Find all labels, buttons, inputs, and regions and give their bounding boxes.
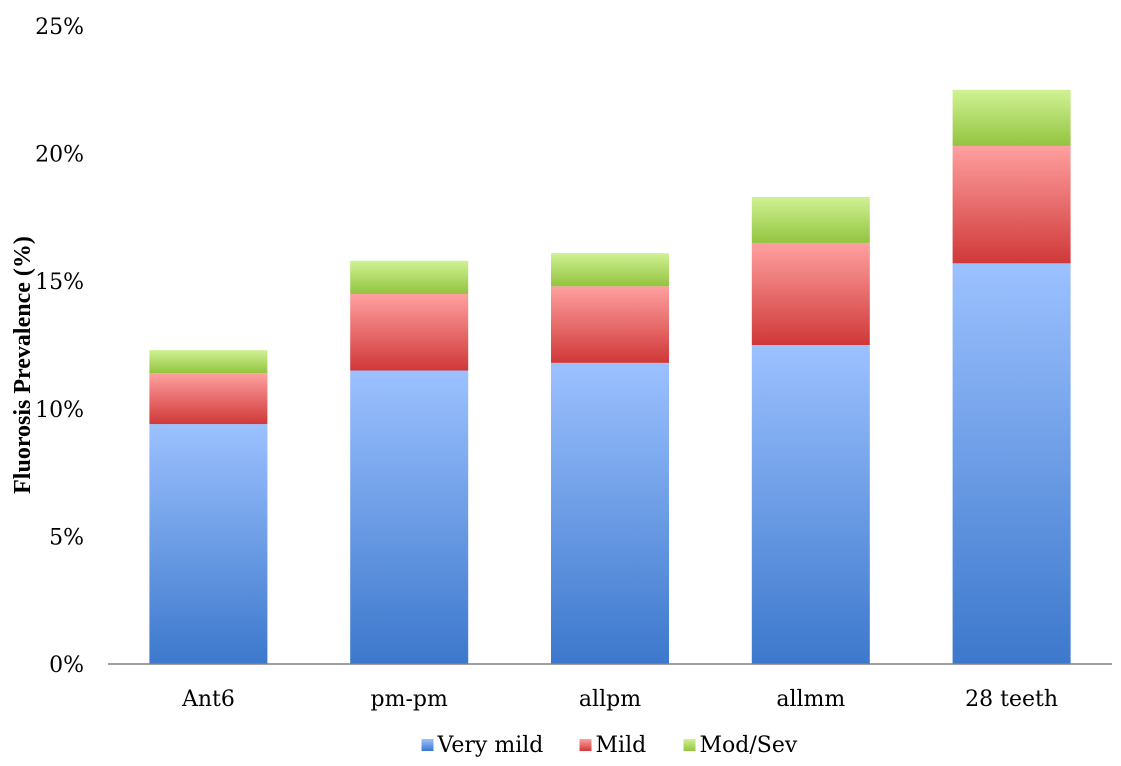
bar-mod-sev-1 xyxy=(350,260,469,294)
bar-mod-sev-0 xyxy=(149,350,268,374)
bars xyxy=(149,89,1071,664)
y-axis-label: Fluorosis Prevalence (%) xyxy=(10,236,36,494)
x-category-label: allmm xyxy=(776,687,845,712)
x-axis-categories: Ant6 pm-pm allpm allmm 28 teeth xyxy=(181,687,1058,712)
bar-mod-sev-2 xyxy=(551,253,669,287)
bar-mild-1 xyxy=(350,293,469,371)
bar-very-mild-3 xyxy=(751,345,870,664)
y-axis-ticks: 0% 5% 10% 15% 20% 25% xyxy=(35,15,84,678)
bar-mild-2 xyxy=(551,286,669,363)
x-category-label: Ant6 xyxy=(181,687,235,712)
legend: Very mild Mild Mod/Sev xyxy=(421,733,798,758)
bar-very-mild-2 xyxy=(551,362,669,664)
legend-swatch xyxy=(421,739,434,751)
bar-mod-sev-3 xyxy=(751,196,870,243)
y-tick-label: 0% xyxy=(49,653,84,678)
y-tick-label: 25% xyxy=(35,15,84,40)
y-tick-label: 20% xyxy=(35,143,84,168)
bar-very-mild-4 xyxy=(952,263,1071,664)
bar-mod-sev-4 xyxy=(952,89,1071,146)
bar-mild-0 xyxy=(149,373,268,425)
bar-very-mild-1 xyxy=(350,370,469,664)
bar-mild-3 xyxy=(751,242,870,345)
x-category-label: 28 teeth xyxy=(965,687,1058,712)
legend-label: Mod/Sev xyxy=(700,733,798,758)
legend-swatch xyxy=(579,739,592,751)
x-category-label: allpm xyxy=(579,687,641,712)
legend-label: Very mild xyxy=(437,733,544,758)
bar-very-mild-0 xyxy=(149,424,268,664)
y-tick-label: 10% xyxy=(35,398,84,423)
legend-label: Mild xyxy=(596,733,647,758)
x-category-label: pm-pm xyxy=(371,687,448,712)
y-tick-label: 5% xyxy=(49,525,84,550)
bar-mild-4 xyxy=(952,145,1071,264)
y-tick-label: 15% xyxy=(35,270,84,295)
legend-swatch xyxy=(683,739,696,751)
